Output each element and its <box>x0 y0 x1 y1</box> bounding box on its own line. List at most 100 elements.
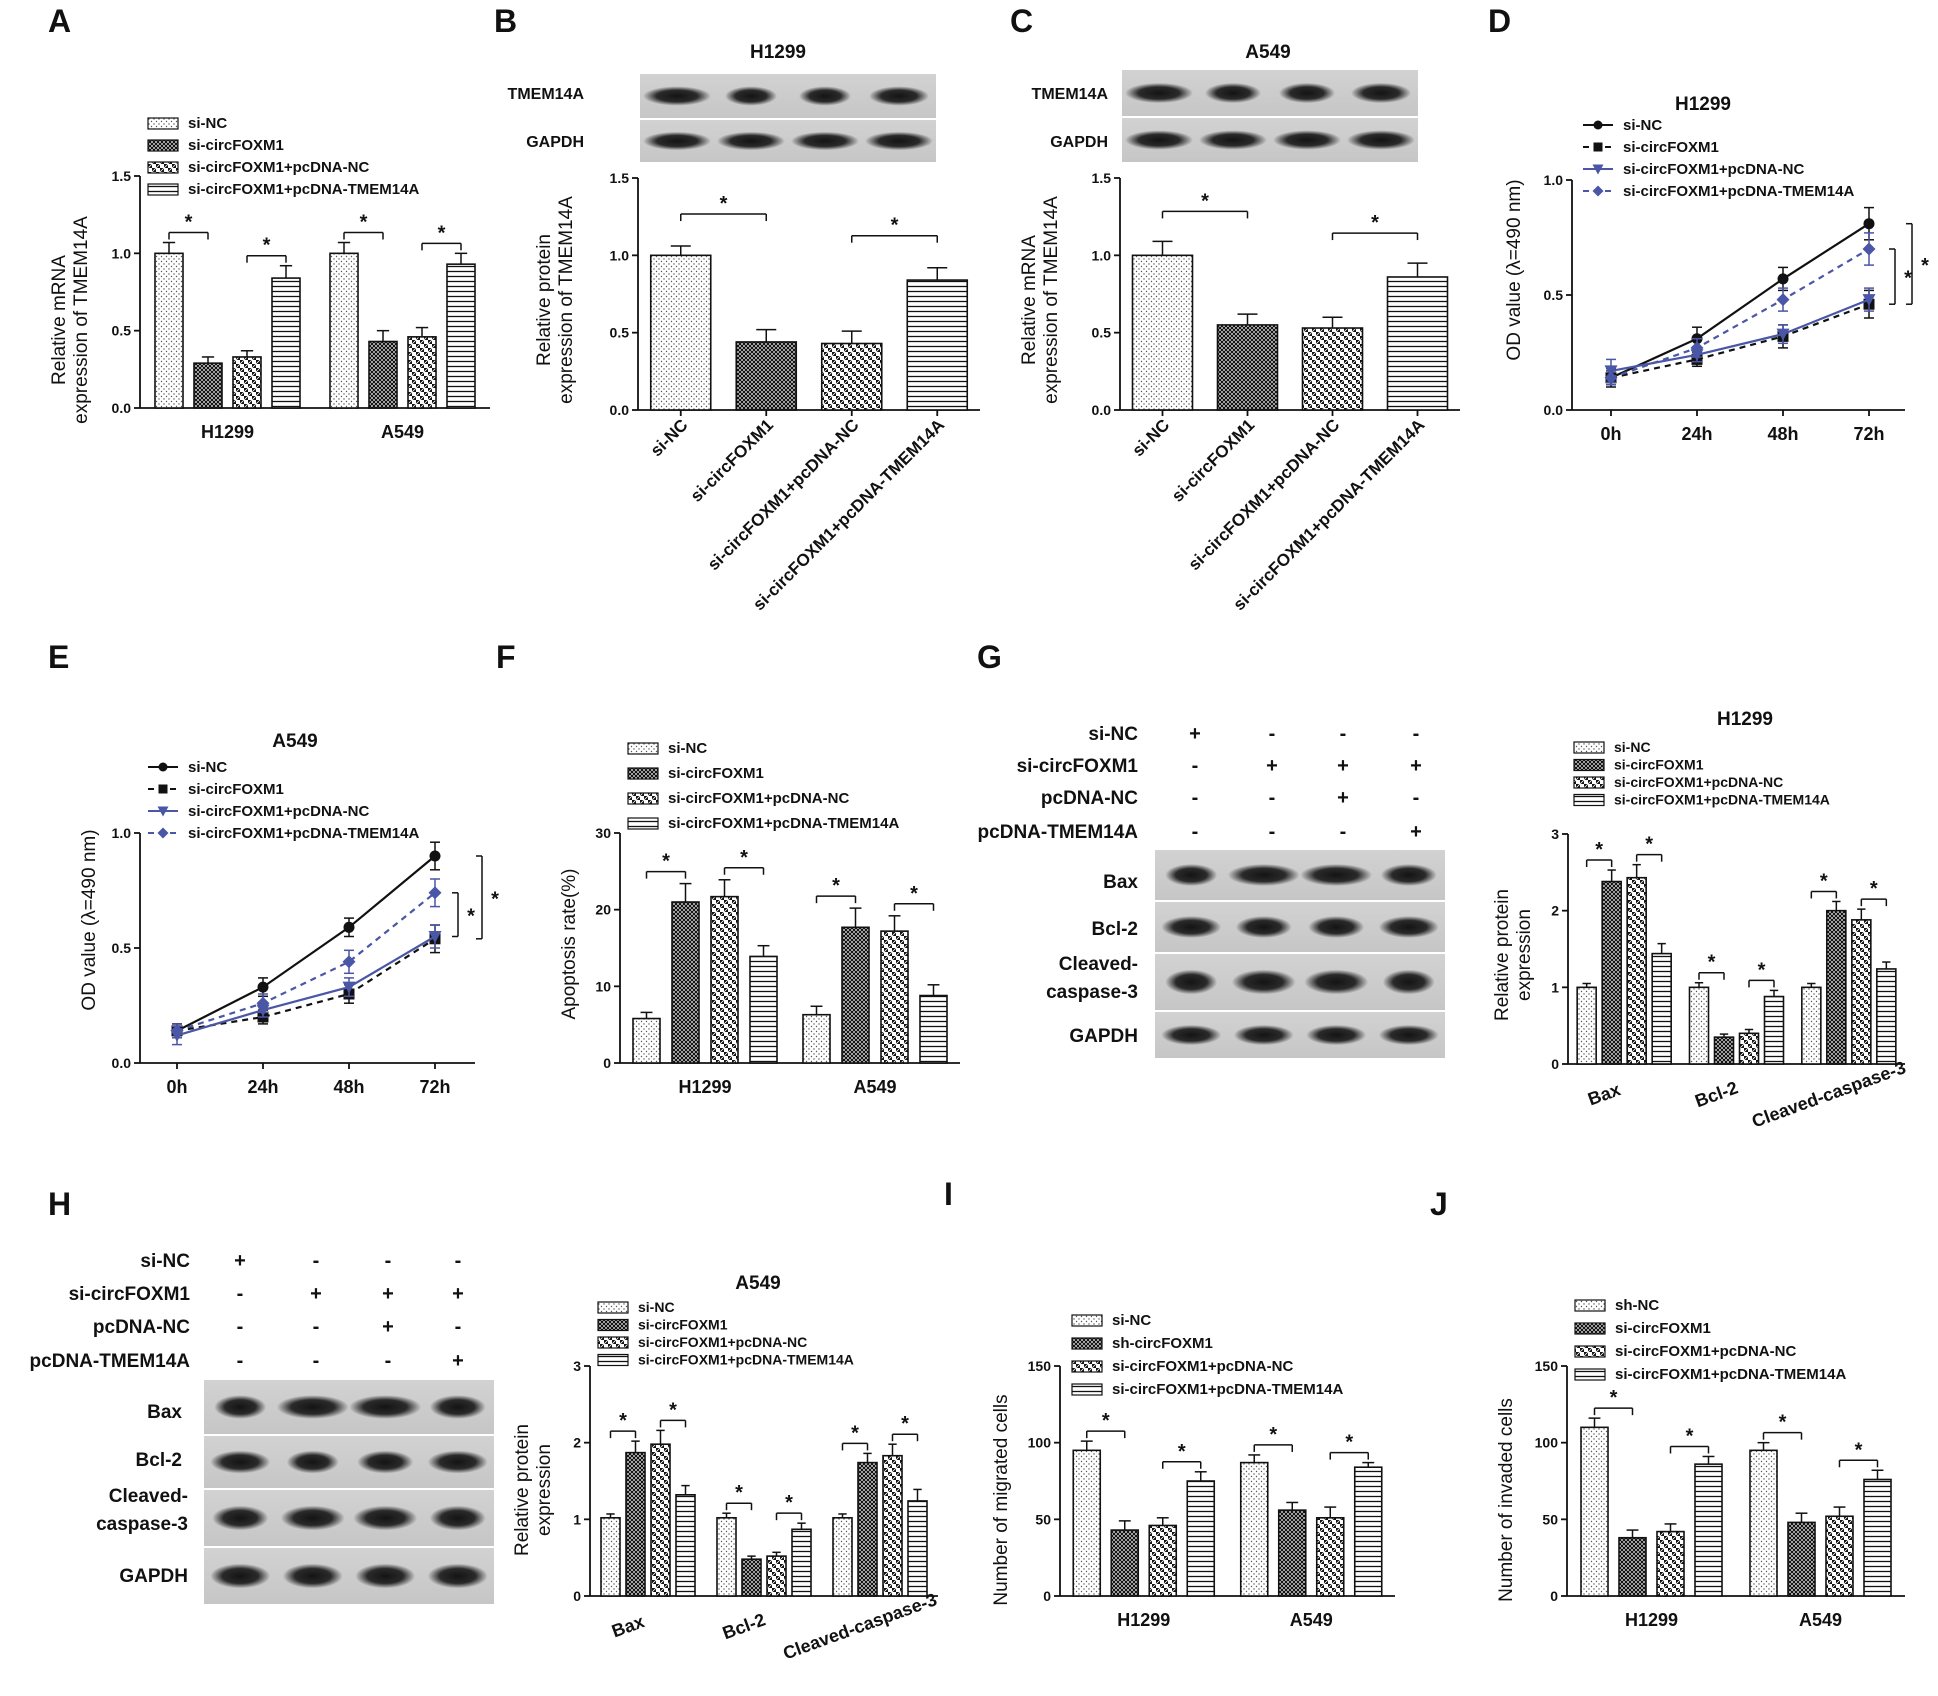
blot-g-gapdh <box>1155 1012 1445 1058</box>
data-point <box>342 981 356 994</box>
x-category-label: A549 <box>1290 1610 1333 1630</box>
bar <box>1826 909 1847 1065</box>
bar <box>857 1461 878 1597</box>
significance-star: * <box>1779 1412 1787 1434</box>
condition-sign: + <box>382 1316 394 1338</box>
condition-sign: - <box>385 1250 392 1272</box>
legend-swatch <box>1071 1360 1103 1373</box>
legend-entry: si-circFOXM1 <box>1623 139 1719 156</box>
data-point <box>157 806 169 817</box>
x-category-label: Bax <box>1585 1079 1623 1109</box>
legend-swatch <box>1071 1314 1103 1327</box>
blot-band <box>429 1505 486 1531</box>
y-axis-label: OD value (λ=490 nm) <box>1504 179 1525 360</box>
data-point <box>257 981 269 993</box>
legend-swatch <box>1071 1337 1103 1350</box>
bar <box>710 895 739 1064</box>
condition-sign: + <box>452 1283 464 1305</box>
blot-band <box>725 86 777 106</box>
bar <box>675 1494 696 1597</box>
bar <box>232 356 262 409</box>
blot-band <box>1161 916 1222 938</box>
blot-c-gapdh <box>1122 118 1418 162</box>
legend-entry: si-circFOXM1+pcDNA-NC <box>638 1334 807 1350</box>
blot-band <box>210 1563 271 1589</box>
significance-star: * <box>1758 959 1766 981</box>
legend-swatch <box>147 139 179 152</box>
legend-entry: si-NC <box>1112 1312 1151 1329</box>
bar <box>1216 324 1279 411</box>
significance-star: * <box>740 847 748 869</box>
bar <box>1110 1529 1140 1597</box>
chart-e: 0.0 0.5 1.0 0h 24h 48h 72h si-NC si-circFOXM1 si-… <box>112 759 500 1097</box>
blot-band <box>643 86 711 106</box>
chart-j: 0 50 100 150 H1299 A549 * * * * <box>1535 1358 1905 1630</box>
x-tick-label: 0h <box>166 1077 187 1097</box>
x-category-label: si-circFOXM1 <box>687 415 777 505</box>
data-point <box>1862 294 1876 307</box>
data-point <box>256 996 270 1010</box>
blot-band <box>1165 864 1218 886</box>
significance-star: * <box>662 851 670 873</box>
y-tick-label: 50 <box>1035 1511 1051 1527</box>
blot-band <box>280 1505 345 1531</box>
blot-g-bcl2 <box>1155 902 1445 952</box>
significance-star: * <box>1904 268 1912 290</box>
series-line <box>176 855 436 1032</box>
data-point <box>1604 371 1618 385</box>
condition-sign: - <box>385 1350 392 1372</box>
condition-label: pcDNA-NC <box>93 1317 190 1338</box>
chart-title-g: H1299 <box>1717 709 1773 730</box>
legend-entry: si-circFOXM1+pcDNA-NC <box>1623 161 1804 178</box>
blot-b-gapdh <box>640 120 936 162</box>
blot-h-bax <box>204 1380 494 1434</box>
legend-entry: si-circFOXM1+pcDNA-NC <box>668 790 849 807</box>
bar <box>193 362 223 409</box>
blot-label: TMEM14A <box>1032 86 1109 103</box>
data-point <box>1593 142 1603 152</box>
legend-swatch <box>1573 793 1605 807</box>
x-tick-label: 72h <box>419 1077 450 1097</box>
x-tick-label: 24h <box>1681 424 1712 444</box>
condition-sign: - <box>1269 787 1276 809</box>
bar <box>749 955 778 1064</box>
panel-letter-G: G <box>977 639 1002 675</box>
bar <box>625 1451 646 1597</box>
bar <box>1749 1449 1778 1597</box>
data-point <box>1593 120 1603 130</box>
y-tick-label: 2 <box>573 1435 581 1451</box>
panel-letter-C: C <box>1010 3 1033 39</box>
legend-entry: sh-circFOXM1 <box>1112 1335 1213 1352</box>
legend-entry: si-circFOXM1+pcDNA-TMEM14A <box>188 825 419 842</box>
y-tick-label: 2 <box>1551 903 1559 919</box>
y-tick-label: 1.5 <box>610 170 630 186</box>
y-tick-label: 100 <box>1028 1435 1052 1451</box>
x-category-label: H1299 <box>1625 1610 1678 1630</box>
series-line <box>1610 222 1870 379</box>
condition-label: pcDNA-TMEM14A <box>30 1351 191 1372</box>
y-tick-label: 3 <box>1551 826 1559 842</box>
blot-band <box>210 1450 271 1474</box>
significance-star: * <box>1610 1387 1618 1409</box>
y-tick-label: 0.0 <box>1544 402 1564 418</box>
y-tick-label: 1 <box>573 1511 581 1527</box>
bar <box>1353 1466 1383 1597</box>
significance-star: * <box>720 193 728 215</box>
y-tick-label: 1.5 <box>112 168 132 184</box>
significance-star: * <box>1178 1441 1186 1463</box>
condition-sign: - <box>1413 787 1420 809</box>
blot-band <box>1300 864 1373 886</box>
y-tick-label: 0 <box>603 1055 611 1071</box>
condition-sign: - <box>455 1250 462 1272</box>
y-tick-label: 0.5 <box>112 323 132 339</box>
significance-star: * <box>438 222 446 244</box>
condition-label: si-circFOXM1 <box>1017 756 1139 777</box>
blot-h-caspase <box>204 1490 494 1546</box>
bar <box>1618 1536 1647 1597</box>
legend-entry: si-NC <box>188 759 227 776</box>
legend-entry: si-NC <box>1623 117 1662 134</box>
legend-swatch <box>1574 1322 1606 1335</box>
blot-band <box>212 1505 269 1531</box>
